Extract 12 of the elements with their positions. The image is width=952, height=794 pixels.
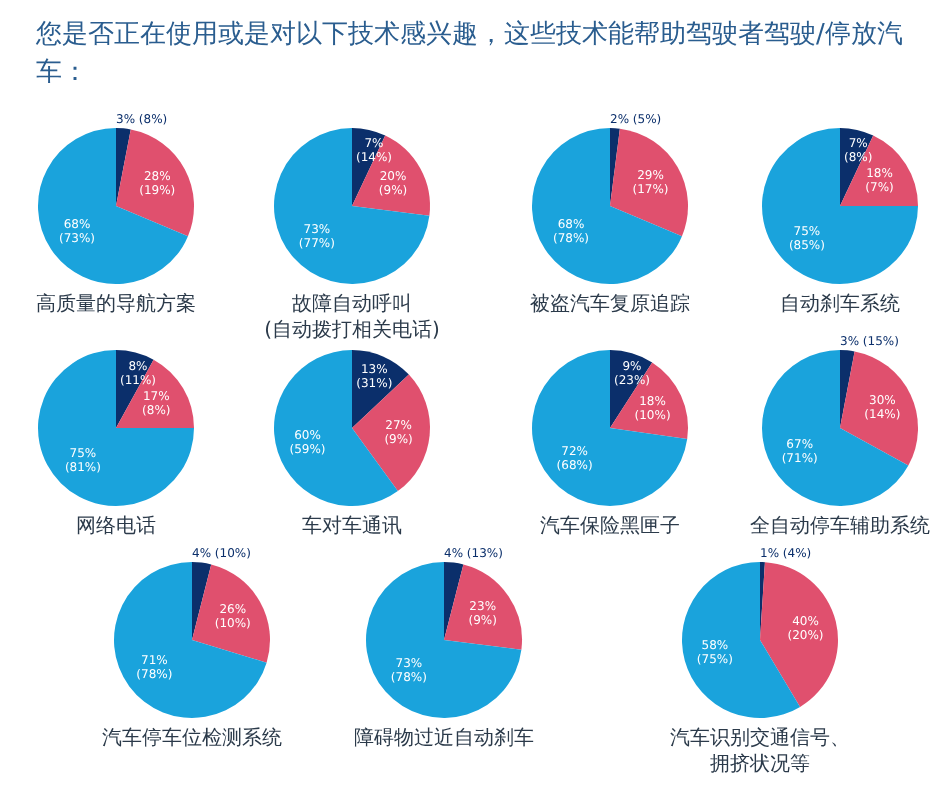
text: 汽车停车位检测系统: [102, 726, 282, 752]
text: 网络电话: [76, 514, 156, 540]
text: 您是否正在使用或是对以下技术感兴趣，这些技术能帮助驾驶者驾驶/停放汽车：: [36, 18, 905, 92]
text: 障碍物过近自动刹车: [354, 726, 534, 752]
text: 全自动停车辅助系统: [750, 514, 930, 540]
text: 故障自动呼叫 (自动拨打相关电话): [264, 292, 440, 344]
text: 被盗汽车复原追踪: [530, 292, 690, 318]
text: 汽车识别交通信号、拥挤状况等: [668, 726, 852, 778]
text: 高质量的导航方案: [36, 292, 196, 318]
text: 车对车通讯: [302, 514, 402, 540]
text: 汽车保险黑匣子: [540, 514, 680, 540]
text: 自动刹车系统: [780, 292, 900, 318]
